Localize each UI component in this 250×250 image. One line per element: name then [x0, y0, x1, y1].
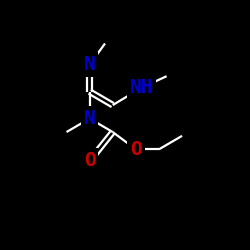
Text: O: O: [130, 140, 142, 159]
Text: N: N: [84, 109, 96, 128]
Text: O: O: [84, 152, 96, 171]
Text: NH: NH: [130, 78, 153, 97]
Text: N: N: [84, 55, 96, 74]
